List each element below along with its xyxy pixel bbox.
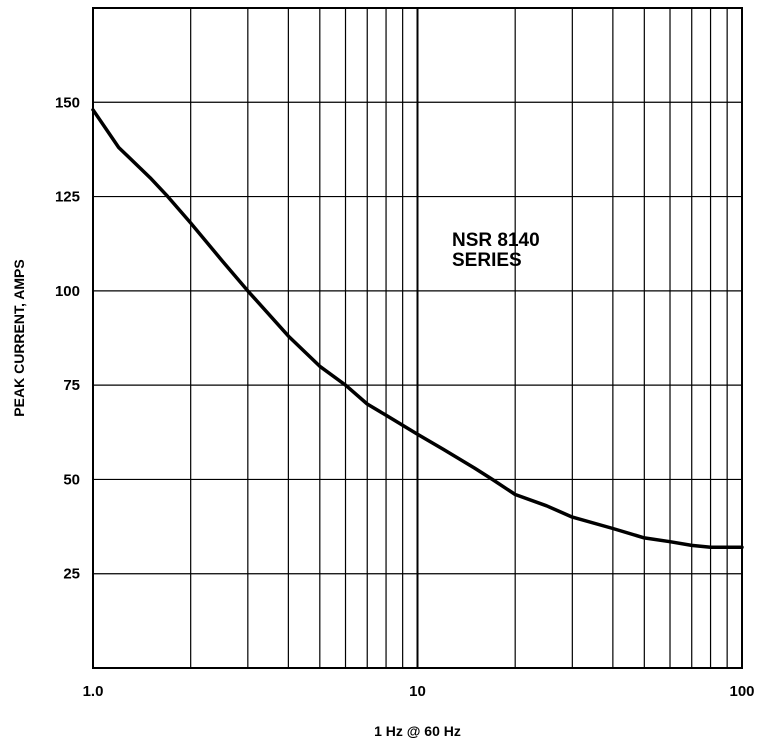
annotation-line-2: SERIES (452, 250, 522, 271)
x-axis-label: 1 Hz @ 60 Hz (374, 723, 461, 739)
y-tick-label: 75 (63, 377, 80, 394)
x-tick-label: 100 (729, 683, 754, 700)
y-tick-labels: 25 50 75 100 125 150 (55, 94, 80, 582)
y-tick-label: 125 (55, 189, 80, 206)
y-tick-label: 25 (63, 566, 80, 583)
y-tick-label: 150 (55, 94, 80, 111)
x-tick-label: 10 (409, 683, 426, 700)
annotation-line-1: NSR 8140 (452, 230, 540, 251)
y-axis-label: PEAK CURRENT, AMPS (11, 259, 27, 416)
minor-grid (190, 8, 728, 668)
plot-frame (92, 7, 743, 669)
x-tick-labels: 1.0 10 100 (83, 683, 755, 700)
series-layer (91, 108, 744, 550)
series-line (91, 108, 744, 550)
y-tick-label: 100 (55, 283, 80, 300)
x-tick-label: 1.0 (83, 683, 104, 700)
y-tick-label: 50 (63, 471, 80, 488)
